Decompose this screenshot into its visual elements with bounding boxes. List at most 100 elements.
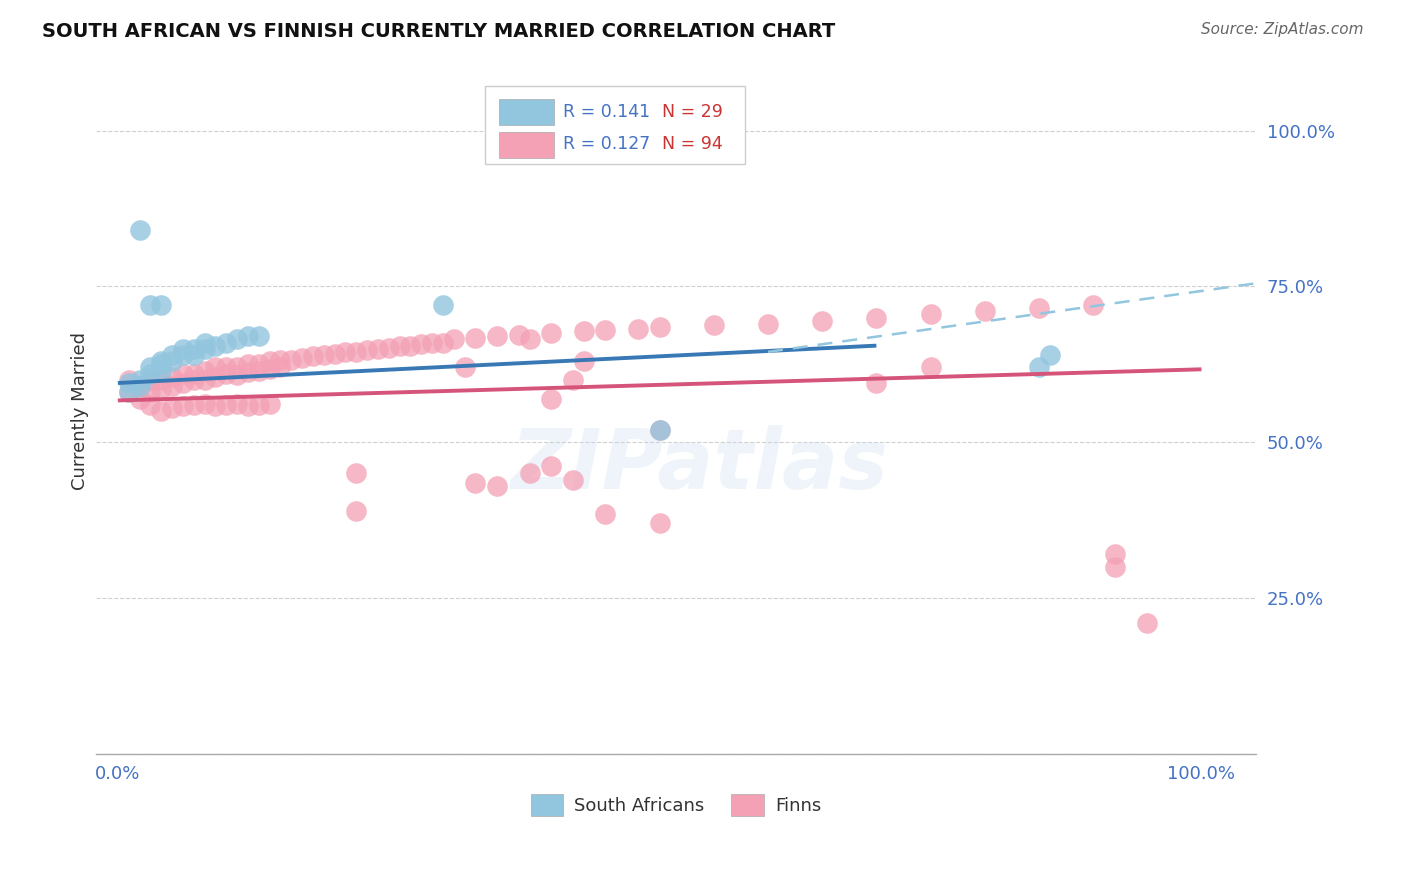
Point: [302, 349, 325, 363]
Point: [236, 399, 259, 413]
Point: [411, 336, 433, 351]
Point: [367, 342, 389, 356]
Point: [226, 333, 249, 347]
Point: [464, 330, 486, 344]
Text: R = 0.141: R = 0.141: [564, 103, 651, 120]
Point: [150, 357, 173, 371]
Point: [118, 385, 141, 400]
Point: [226, 368, 249, 382]
Text: Source: ZipAtlas.com: Source: ZipAtlas.com: [1201, 22, 1364, 37]
Point: [118, 385, 141, 400]
Point: [193, 373, 215, 387]
Point: [519, 333, 541, 347]
Point: [215, 360, 238, 375]
Point: [595, 323, 617, 337]
FancyBboxPatch shape: [499, 99, 554, 126]
Point: [540, 392, 562, 406]
Point: [648, 423, 671, 437]
Point: [486, 329, 509, 343]
Point: [150, 373, 173, 387]
Point: [139, 373, 162, 387]
Point: [648, 320, 671, 334]
Point: [269, 353, 291, 368]
Point: [519, 467, 541, 481]
Point: [703, 318, 725, 332]
Point: [226, 360, 249, 375]
Point: [920, 308, 942, 322]
Point: [236, 366, 259, 380]
FancyBboxPatch shape: [485, 86, 745, 164]
Point: [388, 338, 411, 352]
Point: [540, 458, 562, 473]
Point: [399, 338, 422, 352]
Point: [139, 385, 162, 400]
Text: SOUTH AFRICAN VS FINNISH CURRENTLY MARRIED CORRELATION CHART: SOUTH AFRICAN VS FINNISH CURRENTLY MARRI…: [42, 22, 835, 41]
Point: [183, 342, 205, 356]
Text: N = 29: N = 29: [662, 103, 723, 120]
Point: [344, 344, 367, 359]
Point: [335, 344, 357, 359]
Point: [183, 348, 205, 362]
Point: [247, 329, 270, 343]
Point: [118, 373, 141, 387]
Point: [204, 369, 226, 384]
Point: [215, 335, 238, 350]
Point: [172, 376, 194, 390]
Point: [572, 354, 595, 368]
Point: [128, 373, 150, 387]
Point: [247, 357, 270, 371]
Point: [508, 328, 530, 343]
Point: [204, 338, 226, 352]
Point: [128, 379, 150, 393]
Point: [443, 333, 465, 347]
Text: R = 0.127: R = 0.127: [564, 135, 651, 153]
Point: [1104, 547, 1126, 561]
Point: [648, 423, 671, 437]
Point: [139, 398, 162, 412]
Point: [1039, 348, 1062, 362]
Point: [150, 404, 173, 418]
Point: [865, 376, 887, 390]
Point: [269, 360, 291, 375]
Point: [183, 373, 205, 387]
Point: [160, 379, 183, 393]
Point: [1028, 301, 1050, 316]
Point: [344, 467, 367, 481]
Point: [280, 353, 302, 368]
Point: [139, 298, 162, 312]
Y-axis label: Currently Married: Currently Married: [72, 332, 89, 490]
Point: [312, 348, 335, 362]
Point: [118, 376, 141, 390]
Point: [291, 351, 314, 365]
Point: [378, 341, 401, 355]
Point: [128, 223, 150, 237]
Legend: South Africans, Finns: South Africans, Finns: [523, 787, 828, 823]
Point: [540, 326, 562, 341]
Point: [215, 367, 238, 381]
Text: N = 94: N = 94: [662, 135, 723, 153]
Point: [183, 367, 205, 381]
Point: [160, 401, 183, 415]
Point: [160, 369, 183, 384]
Point: [259, 354, 281, 368]
Point: [572, 324, 595, 338]
Point: [193, 342, 215, 356]
FancyBboxPatch shape: [499, 131, 554, 158]
Point: [150, 382, 173, 396]
Point: [973, 304, 995, 318]
Point: [562, 373, 585, 387]
Point: [453, 360, 475, 375]
Point: [432, 298, 454, 312]
Point: [464, 475, 486, 490]
Point: [160, 354, 183, 368]
Point: [595, 507, 617, 521]
Point: [193, 396, 215, 410]
Point: [562, 473, 585, 487]
Point: [648, 516, 671, 530]
Point: [432, 335, 454, 350]
Point: [756, 317, 779, 331]
Point: [183, 398, 205, 412]
Point: [172, 399, 194, 413]
Point: [193, 363, 215, 377]
Point: [172, 348, 194, 362]
